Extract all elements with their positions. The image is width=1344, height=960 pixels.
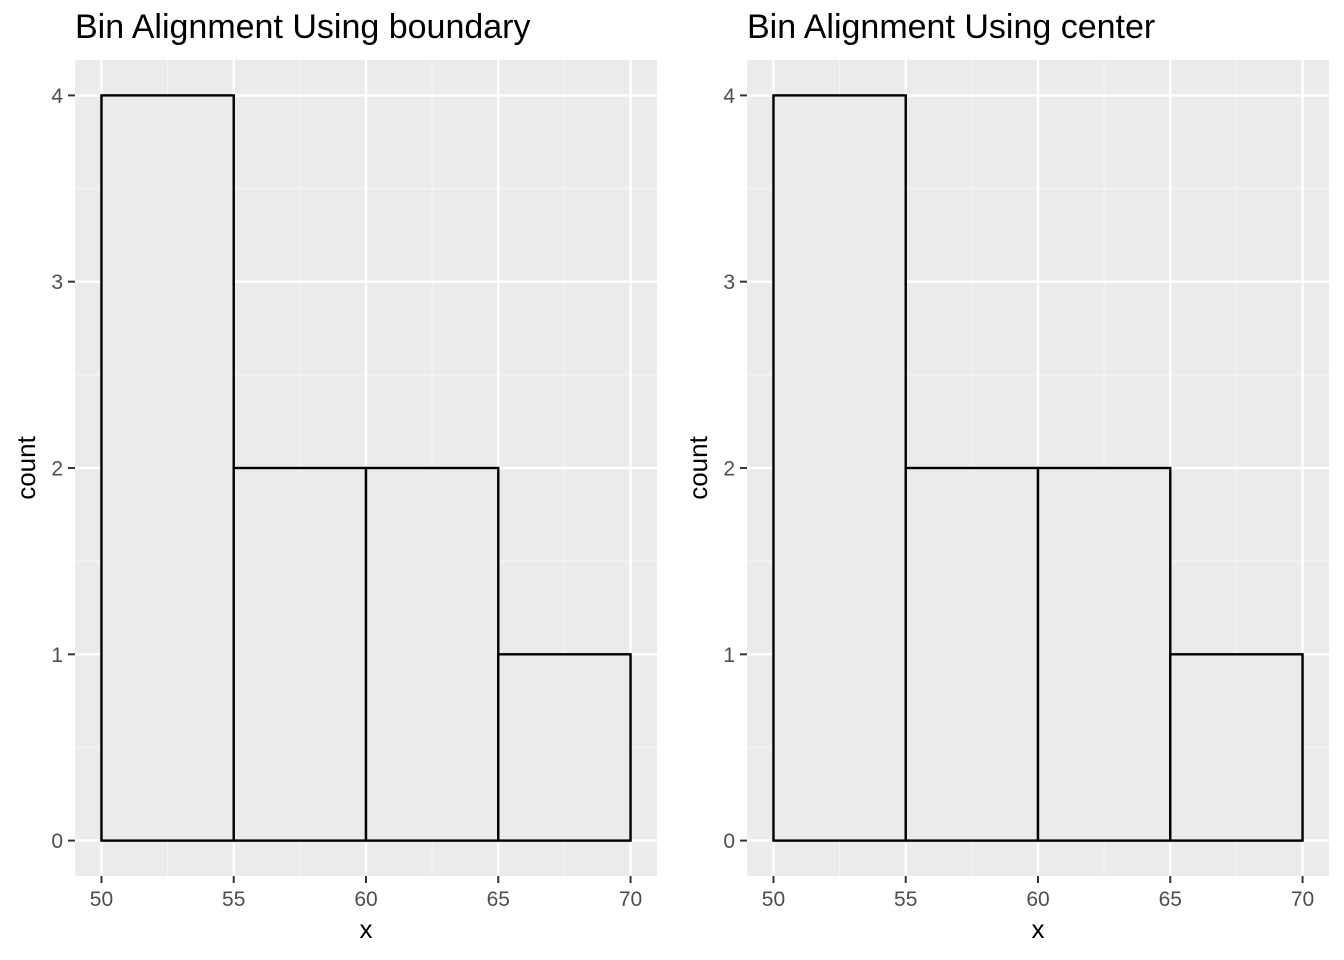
y-axis: 0 1 2 3 4 [723,85,747,853]
x-tick-label: 50 [90,888,113,911]
x-axis-title: x [360,914,373,944]
histogram-bar [364,466,500,842]
x-tick-label: 70 [1291,888,1314,911]
x-axis: 50 55 60 65 70 [90,876,642,911]
y-tick-label: 4 [723,85,735,108]
y-tick-label: 1 [723,644,735,667]
y-tick-label: 0 [51,830,63,853]
y-axis-title: count [11,435,41,499]
y-tick-label: 3 [51,271,63,294]
histogram-bar [1036,466,1172,842]
x-tick-label: 70 [619,888,642,911]
y-tick-label: 4 [51,85,63,108]
histogram-bars [100,94,632,842]
x-axis-title: x [1032,914,1045,944]
y-axis: 0 1 2 3 4 [51,85,75,853]
y-tick-label: 3 [723,271,735,294]
x-tick-label: 65 [1159,888,1182,911]
chart-boundary: Bin Alignment Using boundary 0 1 2 3 4 50 55 6… [11,8,657,944]
y-tick-label: 2 [723,458,735,481]
y-axis-title: count [683,435,713,499]
histogram-bar [497,653,632,842]
x-axis: 50 55 60 65 70 [762,876,1314,911]
histogram-bar [1169,653,1304,842]
y-tick-label: 0 [723,830,735,853]
x-tick-label: 60 [1026,888,1049,911]
x-tick-label: 65 [487,888,510,911]
x-tick-label: 60 [354,888,377,911]
chart-title: Bin Alignment Using boundary [75,8,531,46]
histogram-bar [904,466,1040,842]
x-tick-label: 55 [894,888,917,911]
y-tick-label: 2 [51,458,63,481]
histogram-bar [772,94,907,842]
chart-title: Bin Alignment Using center [747,8,1155,46]
chart-center: Bin Alignment Using center 0 1 2 3 4 50 55 60 6… [683,8,1329,944]
histogram-bars [772,94,1304,842]
x-tick-label: 50 [762,888,785,911]
y-tick-label: 1 [51,644,63,667]
x-tick-label: 55 [222,888,245,911]
histogram-bar [232,466,368,842]
histogram-bar [100,94,235,842]
